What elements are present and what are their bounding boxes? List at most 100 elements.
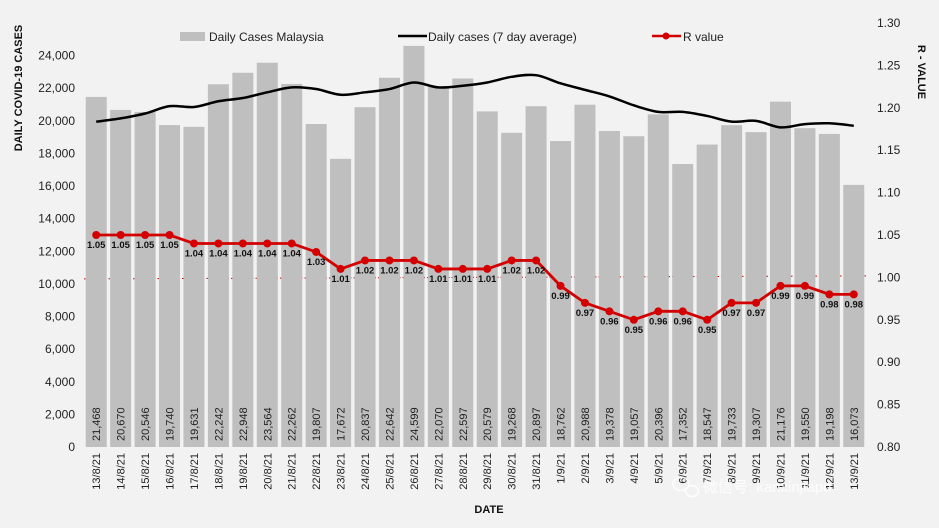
bar-value-label: 17,352 (678, 407, 690, 441)
legend-swatch-bars (180, 32, 205, 41)
bar-17/8/21 (183, 126, 205, 447)
x-tick-label: 15/8/21 (140, 453, 152, 490)
r-value-marker (654, 307, 663, 316)
y-tick-label: 18,000 (38, 146, 75, 160)
x-tick-label: 4/9/21 (629, 453, 641, 484)
x-tick-label: 1/9/21 (556, 453, 568, 484)
bar-value-labels: 21,468 20,670 20,546 19,740 19,631 22,242 22,9… (91, 407, 861, 441)
bar-21/8/21 (281, 83, 303, 447)
x-tick-label: 29/8/21 (482, 453, 494, 490)
r-value-label: 1.02 (380, 265, 399, 276)
bar-value-label: 20,988 (580, 407, 592, 441)
bar-value-label: 18,547 (702, 407, 714, 441)
x-tick-label: 27/8/21 (433, 453, 445, 490)
bar-value-label: 21,468 (91, 407, 103, 441)
r-value-label: 0.95 (625, 325, 644, 336)
bar-10/9/21 (769, 101, 791, 447)
r-value-label: 0.96 (600, 316, 619, 327)
r-value-label: 1.05 (136, 240, 155, 251)
y-tick-label: 20,000 (38, 114, 75, 128)
r-value-label: 0.99 (551, 291, 570, 302)
bar-value-label: 19,740 (165, 407, 177, 441)
y2-tick-label: 1.20 (877, 101, 901, 115)
legend-label-r: R value (683, 30, 724, 44)
r-value-label: 1.05 (160, 240, 179, 251)
x-tick-label: 16/8/21 (165, 453, 177, 490)
x-tick-label: 12/9/21 (824, 453, 836, 490)
r-value-marker (849, 290, 858, 299)
bar-19/8/21 (232, 72, 254, 447)
r-value-marker (116, 231, 125, 239)
x-tick-label: 23/8/21 (336, 453, 348, 490)
left-axis: 0 2,000 4,000 6,000 8,000 10,000 12,000 14,000 1… (38, 49, 75, 454)
y2-tick-label: 0.80 (877, 440, 901, 454)
r-value-marker (385, 256, 394, 265)
r-value-marker (458, 264, 467, 273)
r-value-marker (678, 307, 687, 316)
right-axis: 0.80 0.85 0.90 0.95 1.00 1.05 1.10 1.15 1.20 1.25… (877, 16, 901, 454)
r-value-marker (409, 256, 418, 265)
r-value-marker (556, 281, 565, 290)
x-tick-label: 31/8/21 (531, 453, 543, 490)
x-tick-label: 18/8/21 (213, 453, 225, 490)
bar-value-label: 19,057 (629, 407, 641, 441)
bar-1/9/21 (550, 141, 572, 447)
legend-label-average: Daily cases (7 day average) (428, 30, 577, 44)
wechat-logo-icon (672, 476, 700, 498)
r-value-label: 1.05 (111, 240, 130, 251)
bar-value-label: 18,762 (556, 407, 568, 441)
y-tick-label: 22,000 (38, 81, 75, 95)
r-value-marker (287, 239, 296, 248)
average-line-layer (96, 73, 854, 129)
r-value-marker (141, 231, 150, 239)
x-tick-label: 11/9/21 (800, 453, 812, 489)
r-value-label: 0.96 (649, 316, 668, 327)
bar-value-label: 19,198 (824, 407, 836, 441)
x-tick-label: 6/9/21 (678, 453, 690, 484)
bar-value-label: 19,550 (800, 407, 812, 441)
y-tick-label: 24,000 (38, 49, 75, 63)
bar-5/9/21 (647, 114, 669, 447)
bar-value-label: 20,897 (531, 407, 543, 441)
r-value-label: 0.97 (747, 308, 766, 319)
bar-29/8/21 (476, 111, 498, 448)
r-value-marker (238, 239, 247, 248)
bar-value-label: 24,599 (409, 407, 421, 441)
bar-26/8/21 (403, 45, 425, 447)
bar-value-label: 22,948 (238, 407, 250, 441)
legend-label-bars: Daily Cases Malaysia (209, 30, 324, 44)
r-value-marker (165, 231, 174, 239)
r-value-marker (752, 298, 761, 307)
x-tick-label: 7/9/21 (702, 453, 714, 484)
y-axis-title: DAILY COVID-19 CASES (13, 25, 25, 152)
x-tick-label: 20/8/21 (262, 453, 274, 490)
bar-value-label: 20,396 (653, 407, 665, 441)
r-value-label: 0.99 (771, 291, 790, 302)
bar-value-label: 23,564 (262, 407, 274, 441)
r-value-marker (361, 256, 370, 265)
x-tick-label: 28/8/21 (458, 453, 470, 490)
bar-value-label: 19,307 (751, 407, 763, 441)
bar-6/9/21 (672, 164, 694, 447)
r-value-label: 0.97 (576, 308, 595, 319)
r-value-label: 1.01 (331, 274, 350, 285)
y2-tick-label: 1.05 (877, 228, 901, 242)
bar-23/8/21 (330, 158, 352, 447)
r-value-label: 1.04 (234, 248, 253, 259)
r-value-label: 1.02 (356, 265, 375, 276)
bar-value-label: 22,070 (433, 407, 445, 441)
bar-4/9/21 (623, 136, 645, 447)
bar-16/8/21 (159, 125, 181, 447)
watermark-text: 微信号: kanxinjiapo (703, 479, 831, 496)
r-value-marker (825, 290, 834, 299)
y-tick-label: 8,000 (45, 310, 75, 324)
y-tick-label: 4,000 (45, 375, 75, 389)
x-tick-label: 30/8/21 (507, 453, 519, 490)
x-tick-label: 26/8/21 (409, 453, 421, 490)
bar-13/8/21 (85, 96, 107, 447)
r-value-label: 1.01 (429, 274, 448, 285)
r-value-label: 0.97 (722, 308, 741, 319)
r-value-marker (214, 239, 223, 248)
bar-value-label: 20,670 (116, 407, 128, 441)
y2-tick-label: 1.25 (877, 58, 901, 72)
